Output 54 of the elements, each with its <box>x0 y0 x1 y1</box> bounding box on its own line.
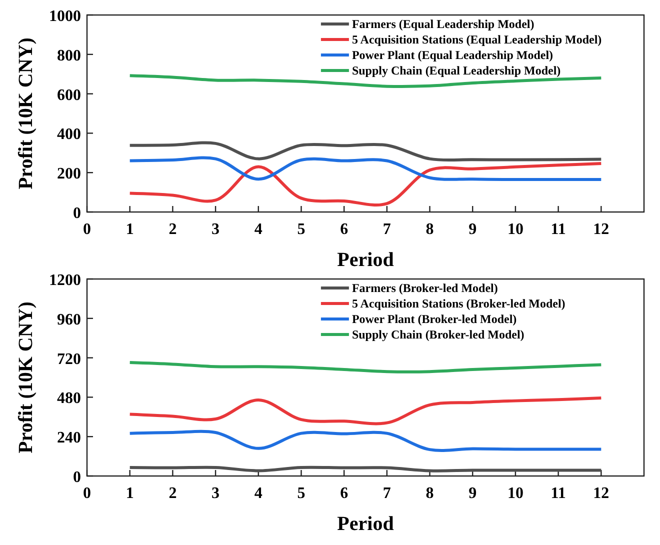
x-tick-label: 5 <box>297 221 306 238</box>
x-tick-label: 6 <box>340 221 348 238</box>
y-tick-label: 240 <box>57 430 81 447</box>
x-tick-label: 11 <box>550 485 566 502</box>
x-axis-title: Period <box>337 249 394 271</box>
x-tick-label: 12 <box>593 221 610 238</box>
y-axis-title: Profit (10K CNY) <box>15 302 37 454</box>
y-tick-label: 960 <box>57 311 81 328</box>
legend-label: Farmers (Equal Leadership Model) <box>352 17 534 31</box>
line-series <box>128 361 603 374</box>
x-tick-label: 11 <box>550 221 566 238</box>
line-series <box>128 156 603 182</box>
x-tick-label: 4 <box>254 485 262 502</box>
x-tick-label: 7 <box>382 485 391 502</box>
legend-label: Power Plant (Broker-led Model) <box>352 312 517 326</box>
y-tick-label: 200 <box>57 166 81 183</box>
y-tick-label: 720 <box>57 350 81 368</box>
x-tick-label: 9 <box>468 485 477 502</box>
legend-label: Power Plant (Equal Leadership Model) <box>352 48 554 62</box>
x-tick-label: 1 <box>126 221 134 238</box>
x-tick-label: 8 <box>426 485 434 502</box>
y-tick-label: 1200 <box>49 272 81 289</box>
x-tick-label: 5 <box>297 485 306 502</box>
line-series <box>128 396 603 426</box>
y-tick-label: 800 <box>57 47 81 64</box>
legend-label: Farmers (Broker-led Model) <box>352 281 498 295</box>
legend-label: Supply Chain (Equal Leadership Model) <box>352 64 561 78</box>
x-tick-label: 8 <box>426 221 434 238</box>
x-tick-label: 1 <box>126 485 134 502</box>
x-tick-label: 10 <box>507 221 524 238</box>
x-tick-label: 2 <box>168 485 177 502</box>
x-tick-label: 3 <box>212 221 220 238</box>
x-tick-label: 10 <box>507 485 524 502</box>
line-series <box>128 162 603 206</box>
y-tick-label: 1000 <box>49 8 81 25</box>
y-tick-label: 480 <box>57 390 81 408</box>
y-tick-label: 400 <box>57 126 81 144</box>
legend-label: 5 Acquisition Stations (Equal Leadership Model) <box>352 32 602 46</box>
line-series <box>128 141 603 162</box>
x-tick-label: 12 <box>593 485 610 502</box>
legend-label: Supply Chain (Broker-led Model) <box>352 328 524 342</box>
y-axis-title: Profit (10K CNY) <box>15 38 37 190</box>
y-tick-label: 0 <box>73 205 81 222</box>
x-tick-label: 9 <box>468 221 477 238</box>
x-tick-label: 7 <box>382 221 391 238</box>
y-tick-label: 600 <box>57 86 81 104</box>
x-tick-label: 4 <box>254 221 262 238</box>
line-series <box>128 430 603 452</box>
x-tick-label: 2 <box>168 221 177 238</box>
x-tick-label: 6 <box>340 485 348 502</box>
x-tick-label: 3 <box>212 485 220 502</box>
x-axis-title: Period <box>337 513 394 535</box>
legend-label: 5 Acquisition Stations (Broker-led Model) <box>352 296 566 310</box>
y-tick-label: 0 <box>73 469 81 486</box>
